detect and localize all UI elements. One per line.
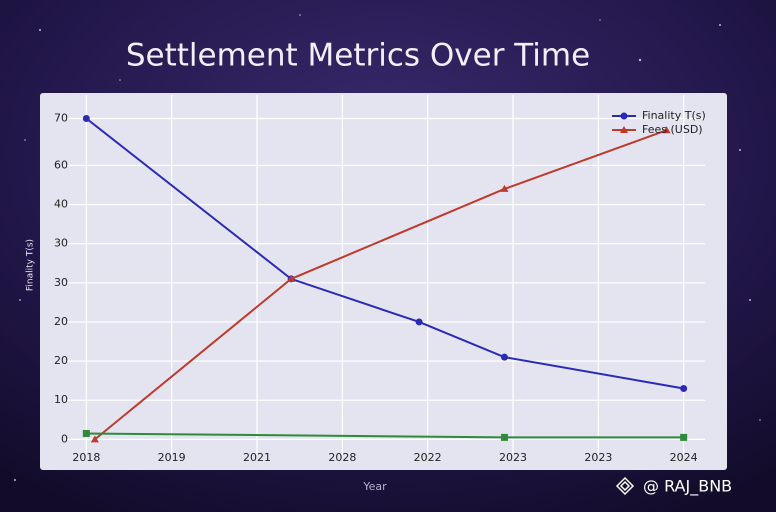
y-tick-label: 40 [54, 198, 68, 211]
data-point [662, 126, 671, 134]
watermark-text: @ RAJ_BNB [643, 477, 732, 497]
chart-title: Settlement Metrics Over Time [126, 38, 590, 74]
data-point [680, 384, 688, 392]
data-point [287, 274, 296, 282]
y-axis-label: Finality T(s) [26, 239, 36, 291]
x-tick-label: 2021 [243, 451, 271, 464]
y-tick-label: 20 [54, 315, 68, 328]
y-tick-label: 10 [54, 393, 68, 406]
y-tick-label: 60 [54, 158, 68, 171]
data-point [500, 433, 508, 441]
legend-marker [620, 126, 628, 133]
x-tick-label: 2023 [499, 451, 527, 464]
y-tick-label: 30 [54, 237, 68, 250]
watermark-icon [615, 476, 635, 496]
data-point [82, 114, 90, 122]
x-tick-label: 2022 [414, 451, 442, 464]
plot-panel [40, 93, 727, 470]
watermark: @ RAJ_BNB [615, 476, 732, 497]
x-tick-label: 2018 [72, 451, 100, 464]
y-tick-label: 30 [54, 276, 68, 289]
series-line [94, 129, 667, 441]
legend-marker [620, 112, 628, 120]
x-tick-label: 2028 [328, 451, 356, 464]
x-tick-label: 2019 [158, 451, 186, 464]
x-tick-label: 2023 [584, 451, 612, 464]
y-tick-label: 0 [61, 432, 68, 445]
x-axis-label: Year [362, 480, 387, 493]
legend-label: Finality T(s) [642, 109, 706, 122]
stars [14, 14, 761, 481]
legend-label: Fees (USD) [642, 123, 703, 136]
data-point [500, 184, 509, 192]
data-point [500, 353, 508, 361]
data-point [680, 433, 688, 441]
y-tick-label: 20 [54, 354, 68, 367]
data-point [90, 435, 99, 443]
y-tick-label: 70 [54, 111, 68, 124]
data-point [82, 429, 90, 437]
x-tick-label: 2024 [670, 451, 698, 464]
data-point [415, 318, 423, 326]
